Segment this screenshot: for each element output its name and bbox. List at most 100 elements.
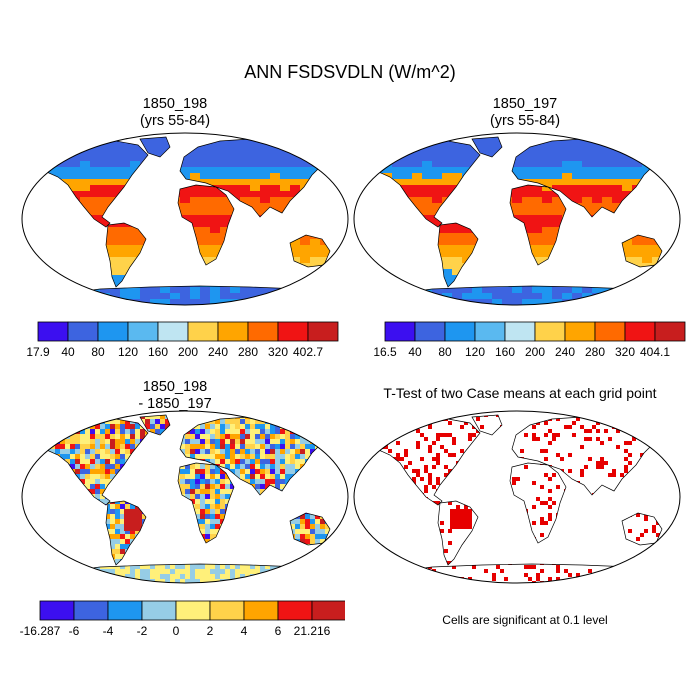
colorbar-panel3: -16.287 -6 -4 -2 0 2 4 6 21.216 (20, 600, 345, 638)
panel2-title-line2: (yrs 55-84) (400, 113, 650, 130)
colorbar-tick-label: 240 (555, 345, 575, 359)
colorbar-box (127, 321, 159, 342)
figure-title: ANN FSDSVDLN (W/m^2) (0, 62, 700, 83)
panel2-title: 1850_197 (yrs 55-84) (400, 96, 650, 130)
colorbar-box (73, 600, 109, 621)
colorbar-box (175, 600, 211, 621)
colorbar-tick-label: 17.9 (26, 345, 50, 359)
colorbar-tick-label: 240 (208, 345, 228, 359)
ttest-title: T-Test of two Case means at each grid po… (345, 385, 695, 402)
colorbar-tick-label: 40 (408, 345, 422, 359)
coastline-eurasia (179, 138, 327, 218)
colorbar-box (474, 321, 506, 342)
colorbar-tick-label: 4 (241, 624, 248, 638)
map-panel4-ttest (353, 410, 681, 584)
coastline-greenland (139, 136, 171, 158)
panel2-title-line1: 1850_197 (400, 96, 650, 113)
coastline-australia (621, 234, 663, 268)
colorbar-box (654, 321, 686, 342)
colorbar-box (594, 321, 626, 342)
coastline-south-america (437, 222, 479, 288)
colorbar-tick-label: 402.7 (293, 345, 323, 359)
colorbar-box (247, 321, 279, 342)
colorbar-box (534, 321, 566, 342)
coastline-north-america (371, 418, 481, 506)
land-africa (178, 185, 234, 265)
panel1-title-line2: (yrs 55-84) (50, 113, 300, 130)
colorbar-tick-label: 404.1 (640, 345, 670, 359)
map-panel2 (353, 132, 681, 306)
colorbar-box (157, 321, 189, 342)
panel3-title-line2: - 1850_197 (50, 396, 300, 413)
colorbar-tick-label: -6 (69, 624, 80, 638)
colorbar-box (277, 600, 313, 621)
colorbar-tick-label: 80 (438, 345, 452, 359)
colorbar-tick-label: 160 (495, 345, 515, 359)
coastline-africa (177, 462, 235, 544)
map-panel4-content (371, 414, 663, 583)
colorbar-tick-label: 200 (525, 345, 545, 359)
colorbar-tick-label: 120 (118, 345, 138, 359)
colorbar-box (384, 321, 416, 342)
coastline-australia (621, 512, 663, 546)
colorbar-box (217, 321, 249, 342)
colorbar-tick-label: -2 (137, 624, 148, 638)
colorbar-tick-label: -16.287 (20, 624, 61, 638)
colorbar-panel1: 17.9 40 80 120 160 200 240 280 320 402.7 (26, 321, 339, 359)
coastline-greenland (471, 414, 503, 436)
coastline-north-america (39, 418, 149, 506)
colorbar-box (624, 321, 656, 342)
colorbar-box (107, 600, 143, 621)
colorbar-box (39, 600, 75, 621)
colorbar-box (444, 321, 476, 342)
coastline-south-america (105, 500, 147, 566)
colorbar-box (307, 321, 339, 342)
colorbar-box (141, 600, 177, 621)
coastline-antarctica (387, 563, 663, 583)
coastline-greenland (139, 414, 171, 436)
colorbar-box (311, 600, 345, 621)
panel3-title-line1: 1850_198 (50, 379, 300, 396)
colorbar-box (187, 321, 219, 342)
colorbar-tick-label: 200 (178, 345, 198, 359)
coastline-antarctica (55, 285, 331, 305)
map-panel2-content (371, 136, 663, 305)
coastline-antarctica (55, 563, 331, 583)
colorbar-tick-label: 320 (615, 345, 635, 359)
coastline-greenland (471, 136, 503, 158)
map-panel3-content (39, 414, 331, 583)
colorbar-box (67, 321, 99, 342)
map-panel3 (21, 410, 349, 584)
coastline-africa (509, 462, 567, 544)
coastline-eurasia (179, 416, 327, 496)
map-panel1-content (39, 136, 331, 305)
coastline-africa (177, 184, 235, 266)
colorbar-tick-label: 0 (173, 624, 180, 638)
colorbar-box (97, 321, 129, 342)
coastline-africa (509, 184, 567, 266)
map-panel1 (21, 132, 349, 306)
coastline-antarctica (387, 285, 663, 305)
colorbar-tick-label: -4 (103, 624, 114, 638)
colorbar-box (504, 321, 536, 342)
coastline-eurasia (511, 416, 659, 496)
colorbar-box (277, 321, 309, 342)
colorbar-tick-label: 280 (585, 345, 605, 359)
colorbar-box (564, 321, 596, 342)
colorbar-tick-label: 320 (268, 345, 288, 359)
panel1-title-line1: 1850_198 (50, 96, 300, 113)
colorbar-box (37, 321, 69, 342)
land-australia (622, 235, 662, 267)
map-border (21, 410, 349, 584)
colorbar-box (243, 600, 279, 621)
map-border (353, 132, 681, 306)
coastline-south-america (437, 500, 479, 566)
map-border (353, 410, 681, 584)
coastline-australia (289, 234, 331, 268)
colorbar-box (414, 321, 446, 342)
colorbar-tick-label: 16.5 (373, 345, 397, 359)
colorbar-tick-label: 6 (275, 624, 282, 638)
coastline-eurasia (511, 138, 659, 218)
coastline-australia (289, 512, 331, 546)
colorbar-tick-label: 160 (148, 345, 168, 359)
